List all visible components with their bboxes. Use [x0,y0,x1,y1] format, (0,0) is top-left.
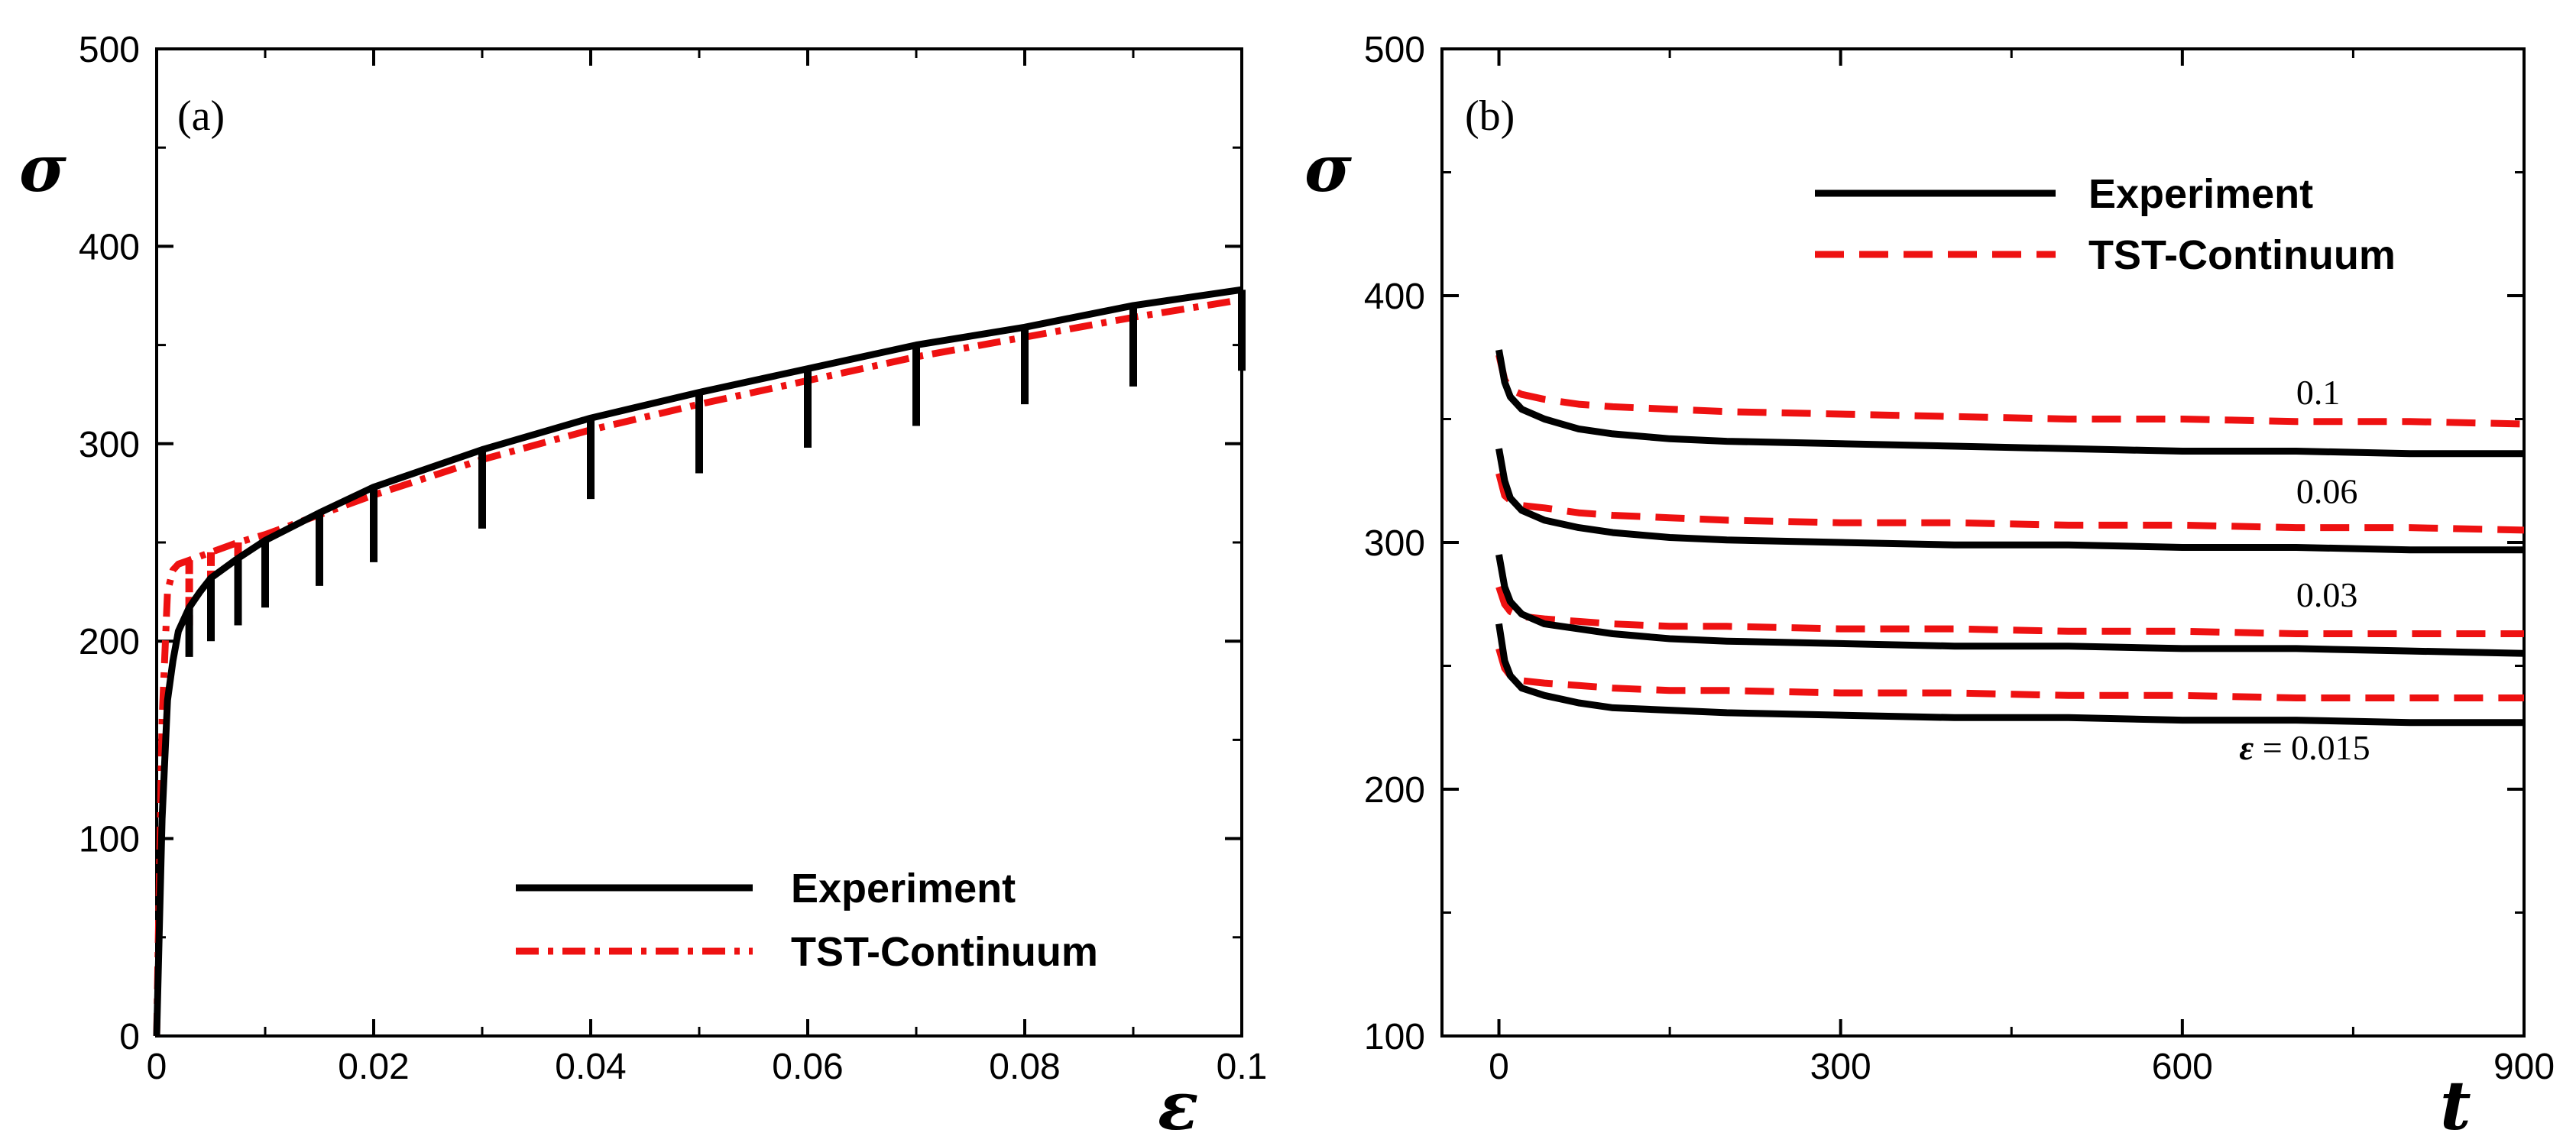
series-line-experiment-0-1 [1495,349,2524,458]
x-tick-label: 0.06 [772,1047,843,1087]
x-tick-label: 0 [147,1047,167,1087]
epsilon-symbol: ε [2239,728,2254,767]
x-tick-label: 0.1 [1217,1047,1268,1087]
y-tick-label: 100 [79,820,140,860]
x-axis-label: t [2440,1066,2471,1145]
strain-annotation: 0.1 [2296,373,2341,412]
y-tick-label: 500 [1364,30,1425,70]
series-line-experiment-0-03 [1495,554,2525,657]
series-line-tst-continuum-0-015 [1495,647,2524,701]
panel-a: (a) 0 0.02 0.04 0.06 0.08 0.1 0 100 200 300 400 500… [19,30,1267,1145]
series-line-experiment-0-06 [1495,448,2524,554]
x-tick-label: 300 [1810,1047,1871,1087]
strain-annotation: ε = 0.015 [2239,728,2370,767]
series-line-experiment [153,286,1243,1037]
strain-annotation-value: = 0.015 [2254,728,2370,767]
panel-b: (b) 0 300 600 900 100 200 300 400 500 σ t 0.1 0.06 0.… [1304,30,2555,1145]
x-axis-label: ε [1158,1066,1199,1145]
x-tick-label: 600 [2152,1047,2213,1087]
panel-b-label: (b) [1465,92,1515,140]
x-tick-label: 0.04 [555,1047,626,1087]
y-tick-label: 0 [119,1017,140,1057]
series-line-tst-continuum-0-03 [1495,585,2524,637]
y-tick-label: 300 [1364,523,1425,564]
y-tick-label: 400 [79,227,140,267]
y-tick-label: 200 [1364,770,1425,811]
x-tick-label: 0.02 [338,1047,409,1087]
legend-label-tst-continuum: TST-Continuum [2088,232,2396,278]
strain-annotation: 0.03 [2296,575,2358,614]
x-tick-label: 900 [2493,1047,2555,1087]
legend-label-experiment: Experiment [2088,171,2313,217]
y-tick-label: 200 [79,622,140,662]
x-tick-label: 0 [1489,1047,1509,1087]
legend-label-experiment: Experiment [791,866,1016,911]
series-line-experiment-0-015 [1495,623,2524,727]
series-line-tst-continuum-0-06 [1495,472,2525,534]
series-line-tst-continuum-0-1 [1495,354,2525,428]
y-tick-label: 500 [79,30,140,70]
strain-annotation: 0.06 [2296,471,2358,510]
y-tick-label: 400 [1364,277,1425,317]
y-axis-label: σ [1304,131,1352,206]
panel-a-label: (a) [177,92,225,140]
y-tick-label: 300 [79,425,140,465]
y-axis-label: σ [19,131,66,206]
y-tick-label: 100 [1364,1017,1425,1057]
x-tick-label: 0.08 [989,1047,1060,1087]
legend-label-tst-continuum: TST-Continuum [791,929,1098,975]
